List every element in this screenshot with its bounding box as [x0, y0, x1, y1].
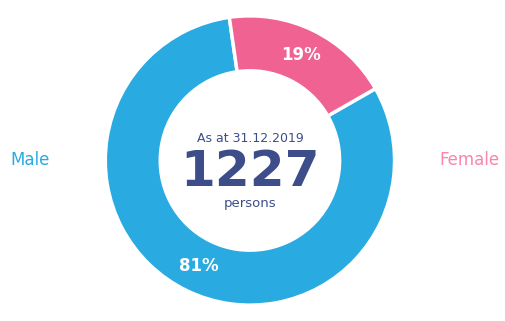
- Wedge shape: [105, 17, 394, 305]
- Text: As at 31.12.2019: As at 31.12.2019: [196, 132, 304, 145]
- Text: 1227: 1227: [180, 148, 320, 196]
- Text: 81%: 81%: [179, 257, 218, 275]
- Text: 19%: 19%: [281, 46, 321, 64]
- Text: persons: persons: [224, 197, 276, 210]
- Text: Female: Female: [440, 152, 500, 169]
- Wedge shape: [229, 16, 375, 116]
- Text: Male: Male: [11, 152, 50, 169]
